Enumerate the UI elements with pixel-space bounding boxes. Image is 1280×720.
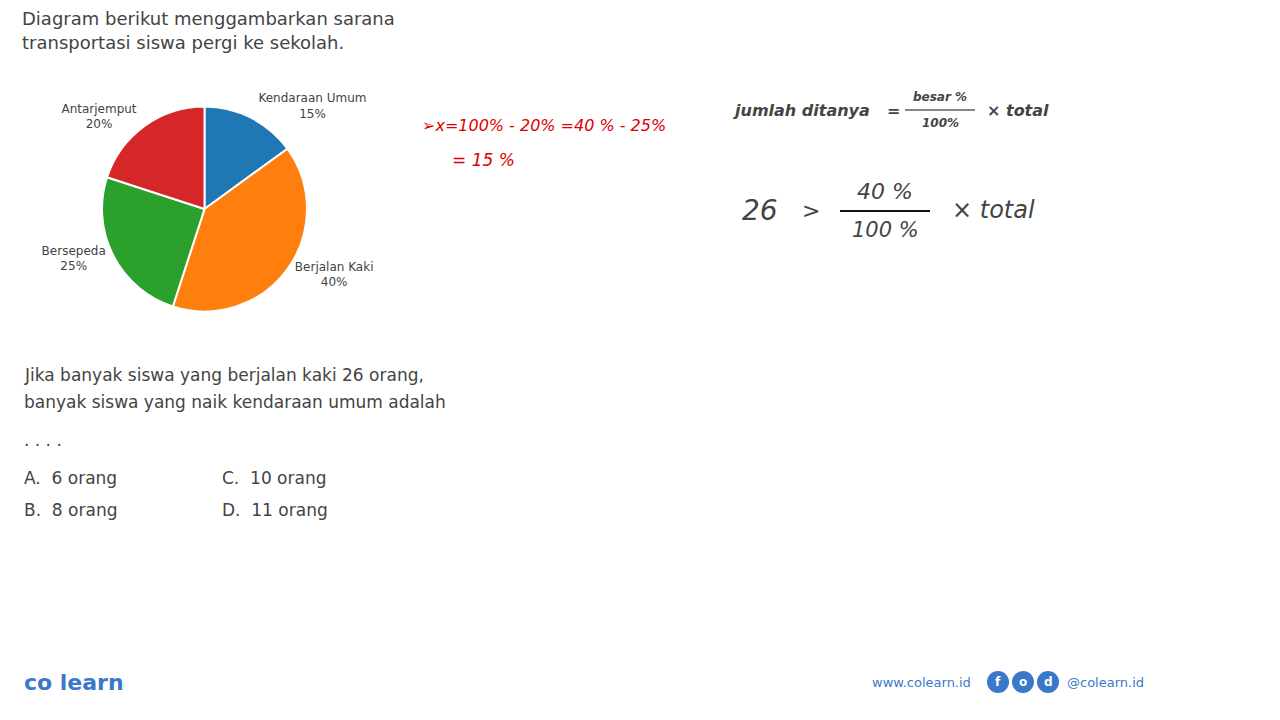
svg-text:www.colearn.id: www.colearn.id bbox=[872, 675, 971, 690]
svg-text:= 15 %: = 15 % bbox=[452, 150, 515, 170]
svg-text:× total: × total bbox=[987, 101, 1049, 120]
svg-text:B. 8 orang: B. 8 orang bbox=[24, 500, 117, 520]
svg-text:Diagram berikut menggambarkan: Diagram berikut menggambarkan saranatran… bbox=[22, 8, 395, 52]
svg-text:40 %: 40 % bbox=[857, 179, 913, 204]
svg-text:➢x=100% - 20% =40 % - 25%: ➢x=100% - 20% =40 % - 25% bbox=[422, 116, 666, 135]
svg-text:Kendaraan Umum15%: Kendaraan Umum15% bbox=[258, 91, 366, 121]
svg-text:A. 6 orang: A. 6 orang bbox=[24, 468, 117, 488]
svg-text:26: 26 bbox=[742, 194, 778, 227]
svg-text:× total: × total bbox=[952, 196, 1035, 224]
svg-text:o: o bbox=[1019, 675, 1027, 689]
svg-text:Berjalan Kaki40%: Berjalan Kaki40% bbox=[295, 260, 374, 290]
svg-text:100 %: 100 % bbox=[852, 218, 919, 242]
svg-text:C. 10 orang: C. 10 orang bbox=[222, 468, 327, 488]
svg-text:jumlah ditanya: jumlah ditanya bbox=[732, 101, 870, 120]
svg-text:Bersepeda25%: Bersepeda25% bbox=[42, 244, 106, 274]
svg-text:>: > bbox=[802, 198, 820, 223]
svg-text:banyak siswa yang naik kendara: banyak siswa yang naik kendaraan umum ad… bbox=[24, 392, 446, 412]
svg-text:co learn: co learn bbox=[24, 670, 124, 695]
svg-text:100%: 100% bbox=[922, 116, 959, 130]
svg-text:Jika banyak siswa yang berjala: Jika banyak siswa yang berjalan kaki 26 … bbox=[24, 365, 424, 385]
svg-text:besar %: besar % bbox=[913, 90, 967, 104]
svg-text:D. 11 orang: D. 11 orang bbox=[222, 500, 328, 520]
svg-text:=: = bbox=[887, 101, 900, 120]
svg-text:Antarjemput20%: Antarjemput20% bbox=[61, 102, 136, 132]
svg-text:. . . .: . . . . bbox=[24, 430, 62, 450]
svg-text:d: d bbox=[1044, 675, 1053, 689]
svg-text:@colearn.id: @colearn.id bbox=[1067, 675, 1144, 690]
svg-text:f: f bbox=[995, 675, 1001, 689]
